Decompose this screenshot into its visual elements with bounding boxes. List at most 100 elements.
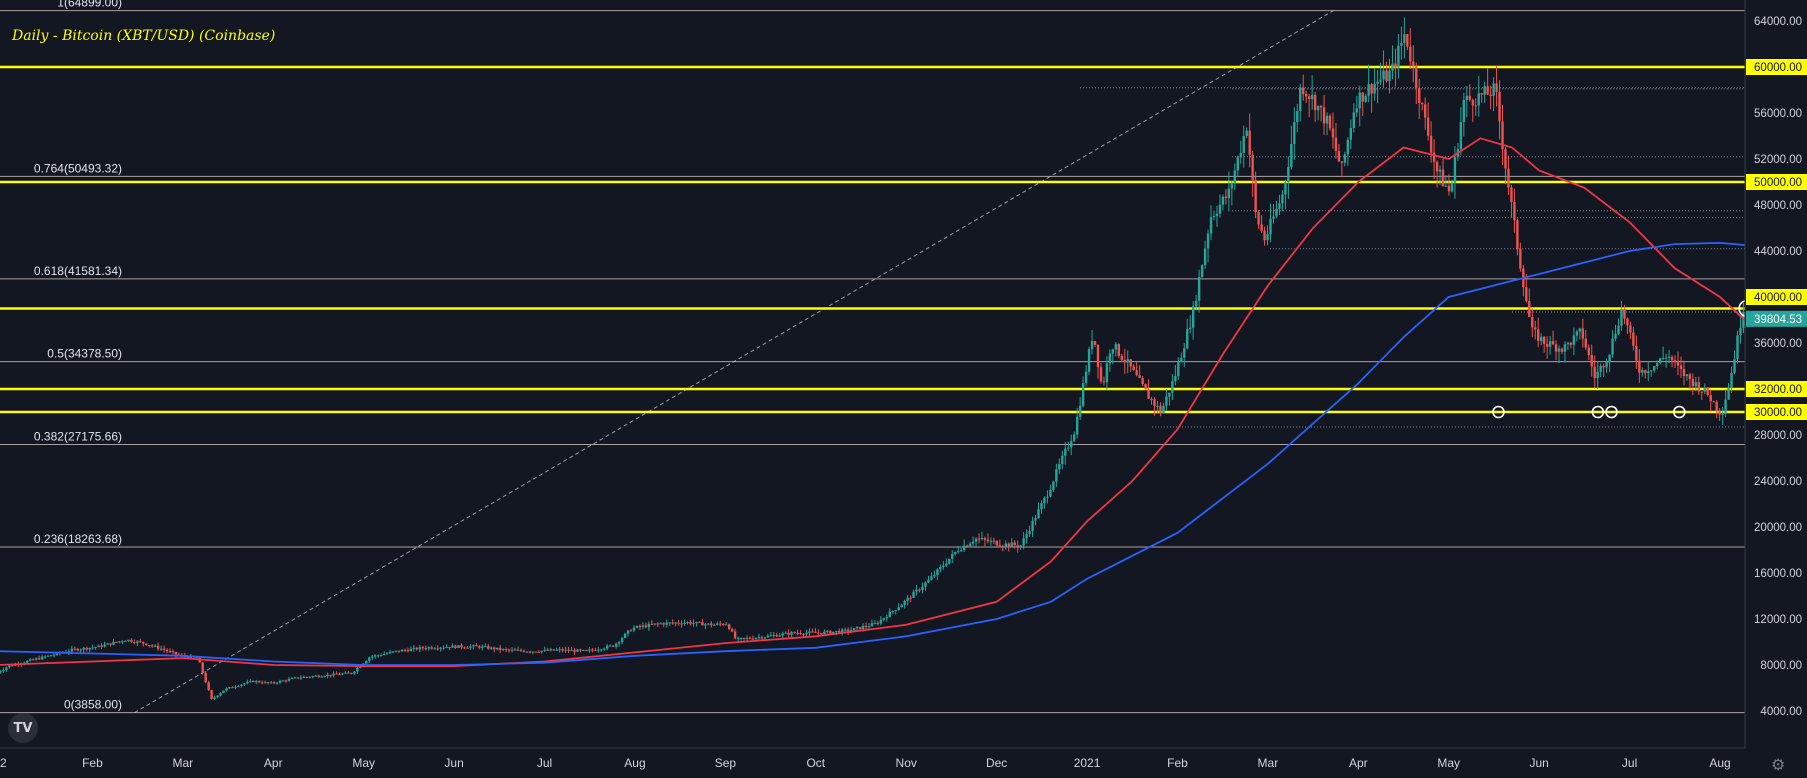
candle-body xyxy=(841,629,844,633)
candle-body xyxy=(543,649,546,651)
candle-body xyxy=(1055,469,1058,482)
candle-body xyxy=(1153,399,1156,406)
tradingview-logo-icon[interactable]: TV xyxy=(8,713,38,743)
candle-body xyxy=(374,655,377,657)
candle-body xyxy=(85,647,88,650)
candle-body xyxy=(1209,217,1213,234)
candle-body xyxy=(1242,135,1245,153)
candle-body xyxy=(296,677,300,679)
candle-body xyxy=(37,658,41,660)
candle-body xyxy=(567,649,570,651)
candle-body xyxy=(1358,92,1361,109)
candle-body xyxy=(1438,169,1442,172)
candle-body xyxy=(1418,88,1421,104)
candle-body xyxy=(843,629,847,631)
candle-body xyxy=(1200,265,1204,278)
candle-body xyxy=(1236,157,1239,171)
candle-body xyxy=(424,648,427,650)
candle-body xyxy=(153,645,157,647)
candle-body xyxy=(924,582,927,587)
settings-gear-icon[interactable]: ⚙ xyxy=(1771,755,1786,774)
candle-body xyxy=(1539,336,1543,341)
candle-body xyxy=(174,651,178,655)
candle-body xyxy=(121,641,124,643)
candle-body xyxy=(683,622,686,624)
candle-body xyxy=(1462,99,1466,123)
candle-body xyxy=(1495,83,1498,93)
candle-body xyxy=(1206,233,1210,249)
time-axis-label: Jul xyxy=(537,756,552,770)
candle-body xyxy=(492,647,496,650)
candle-body xyxy=(1587,347,1590,355)
candle-body xyxy=(1516,220,1519,250)
candle-body xyxy=(855,627,859,629)
candle-body xyxy=(1174,375,1177,382)
current-price-label: 39804.53 xyxy=(1754,314,1802,326)
candle-body xyxy=(1602,365,1605,368)
candle-body xyxy=(1650,370,1653,372)
candle-body xyxy=(1221,196,1225,205)
candle-body xyxy=(1700,391,1703,393)
candle-body xyxy=(1373,83,1376,94)
candle-body xyxy=(1147,389,1150,399)
price-axis-label: 50000.00 xyxy=(1754,177,1802,189)
candle-body xyxy=(1605,362,1608,368)
candle-body xyxy=(1557,348,1561,352)
candle-body xyxy=(736,638,740,640)
candle-body xyxy=(472,645,475,647)
candle-body xyxy=(320,676,323,678)
highlighted-price-box xyxy=(1746,174,1807,190)
candle-body xyxy=(1355,108,1358,113)
candle-body xyxy=(570,650,573,652)
candle-body xyxy=(677,622,680,624)
moving-average-blue xyxy=(0,241,1748,666)
candle-body xyxy=(778,635,781,637)
candle-body xyxy=(1197,277,1201,301)
candle-body xyxy=(1191,306,1195,328)
candle-body xyxy=(1293,122,1296,144)
candle-body xyxy=(326,674,329,677)
candle-body xyxy=(1388,70,1391,82)
candle-body xyxy=(1441,169,1445,187)
candle-body xyxy=(1739,327,1742,336)
candle-body xyxy=(647,623,651,628)
candle-body xyxy=(240,684,243,687)
candle-body xyxy=(861,626,865,629)
candle-body xyxy=(858,627,862,629)
candle-body xyxy=(210,690,213,699)
candle-body xyxy=(1257,212,1260,225)
candle-body xyxy=(796,632,799,634)
candle-body xyxy=(722,624,725,626)
candle-body xyxy=(1171,381,1174,393)
candle-body xyxy=(451,645,454,648)
circle-marker xyxy=(1605,405,1618,419)
candle-body xyxy=(1328,115,1332,129)
candle-body xyxy=(365,660,368,664)
candle-body xyxy=(552,649,555,651)
candle-body xyxy=(817,632,820,634)
candle-body xyxy=(814,631,817,633)
candle-body xyxy=(433,648,436,650)
candle-body xyxy=(460,645,463,648)
candle-body xyxy=(1099,367,1103,382)
candle-body xyxy=(1498,92,1501,122)
candle-body xyxy=(504,649,508,651)
candle-body xyxy=(980,538,984,540)
candle-body xyxy=(1001,546,1005,548)
candle-body xyxy=(376,655,380,657)
candle-body xyxy=(573,650,576,652)
candle-body xyxy=(469,646,472,648)
candle-body xyxy=(115,641,118,643)
candle-body xyxy=(1667,356,1671,358)
candle-body xyxy=(1563,344,1567,352)
candle-body xyxy=(448,647,451,649)
candle-body xyxy=(528,651,532,653)
candle-body xyxy=(1183,348,1186,358)
candle-body xyxy=(195,657,198,659)
candle-body xyxy=(1028,530,1031,535)
candle-body xyxy=(1394,63,1397,68)
candle-body xyxy=(1682,369,1686,377)
candle-body xyxy=(772,635,775,637)
candle-body xyxy=(1578,328,1582,332)
candle-body xyxy=(1319,105,1323,108)
